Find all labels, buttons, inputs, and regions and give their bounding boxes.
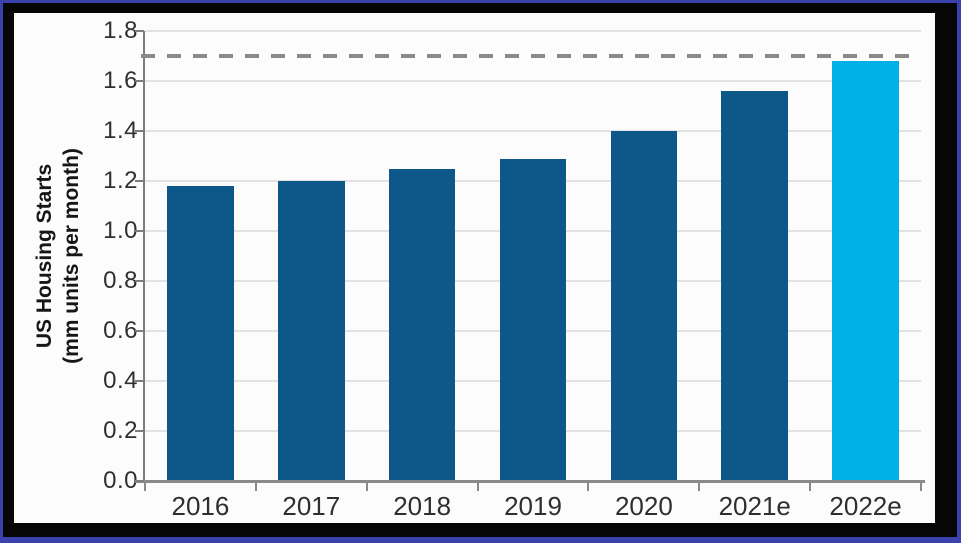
y-tick-label-1.6: 1.6 — [103, 67, 138, 94]
x-tick-mark-6 — [809, 482, 812, 491]
y-tick-mark-0.0 — [135, 480, 144, 482]
y-axis-title-line1: US Housing Starts — [33, 163, 56, 349]
y-axis-tick-labels: 0.0 0.2 0.4 0.6 0.8 1.0 1.2 1.4 1.6 1.8 — [92, 19, 138, 493]
gridline-1.4 — [145, 130, 921, 132]
x-tick-label-2021e: 2021e — [718, 491, 791, 521]
bar-2019 — [499, 158, 567, 481]
y-tick-mark-1.2 — [135, 180, 144, 182]
x-tick-label-2019: 2019 — [504, 491, 562, 521]
bar-slot-2016 — [145, 31, 256, 481]
y-axis-line — [143, 31, 145, 481]
reference-dashed-line — [141, 54, 917, 58]
x-tick-mark-3 — [476, 482, 479, 491]
bar-2022e — [832, 61, 899, 481]
y-tick-mark-0.2 — [135, 430, 144, 432]
chart-panel: US Housing Starts (mm units per month) 0… — [14, 13, 935, 523]
bar-2020 — [610, 131, 678, 481]
x-tick-label-2016: 2016 — [171, 491, 230, 521]
y-tick-label-1.0: 1.0 — [103, 217, 138, 244]
y-tick-mark-1.8 — [135, 30, 144, 32]
bar-2016 — [167, 186, 234, 481]
y-tick-label-0.8: 0.8 — [103, 267, 138, 294]
y-tick-mark-1.0 — [135, 230, 144, 232]
y-tick-mark-0.8 — [135, 280, 144, 282]
gridline-1.8 — [145, 30, 921, 32]
y-axis-title-line2: (mm units per month) — [60, 148, 83, 364]
y-tick-label-1.2: 1.2 — [103, 167, 138, 194]
y-tick-label-0.0: 0.0 — [103, 467, 138, 494]
bar-slot-2019 — [478, 31, 589, 481]
y-tick-mark-0.6 — [135, 330, 144, 332]
x-axis-tick-labels: 2016 2017 2018 2019 2020 2021e 2022e — [145, 491, 921, 522]
x-tick-mark-2 — [365, 482, 368, 491]
bars-container — [145, 31, 921, 481]
x-tick-label-2017: 2017 — [282, 491, 341, 521]
bar-2018 — [388, 168, 456, 481]
x-axis-line — [135, 480, 925, 483]
bar-2021e — [721, 91, 788, 481]
x-tick-mark-4 — [587, 482, 590, 491]
x-tick-mark-1 — [254, 482, 257, 491]
x-tick-mark-7 — [920, 482, 922, 491]
x-tick-label-2020: 2020 — [614, 491, 673, 521]
y-tick-mark-1.4 — [135, 130, 144, 132]
y-tick-mark-0.4 — [135, 380, 144, 382]
x-tick-label-2018: 2018 — [393, 491, 452, 521]
y-tick-label-1.4: 1.4 — [103, 117, 138, 144]
bar-slot-2018 — [367, 31, 478, 481]
y-tick-label-1.8: 1.8 — [103, 17, 138, 44]
y-axis-title: US Housing Starts (mm units per month) — [31, 148, 85, 364]
bar-slot-2017 — [256, 31, 367, 481]
y-tick-label-0.6: 0.6 — [103, 317, 138, 344]
y-tick-label-0.2: 0.2 — [103, 417, 138, 444]
gridline-1.6 — [145, 80, 921, 82]
bar-slot-2021e — [699, 31, 810, 481]
bar-slot-2020 — [588, 31, 699, 481]
x-tick-mark-5 — [698, 482, 701, 491]
y-tick-mark-1.6 — [135, 80, 144, 82]
bar-2017 — [278, 181, 345, 481]
x-tick-label-2022e: 2022e — [829, 491, 902, 521]
y-tick-label-0.4: 0.4 — [103, 367, 138, 394]
x-tick-mark-0 — [144, 482, 146, 491]
plot-area — [135, 30, 925, 491]
bar-slot-2022e — [810, 31, 921, 481]
